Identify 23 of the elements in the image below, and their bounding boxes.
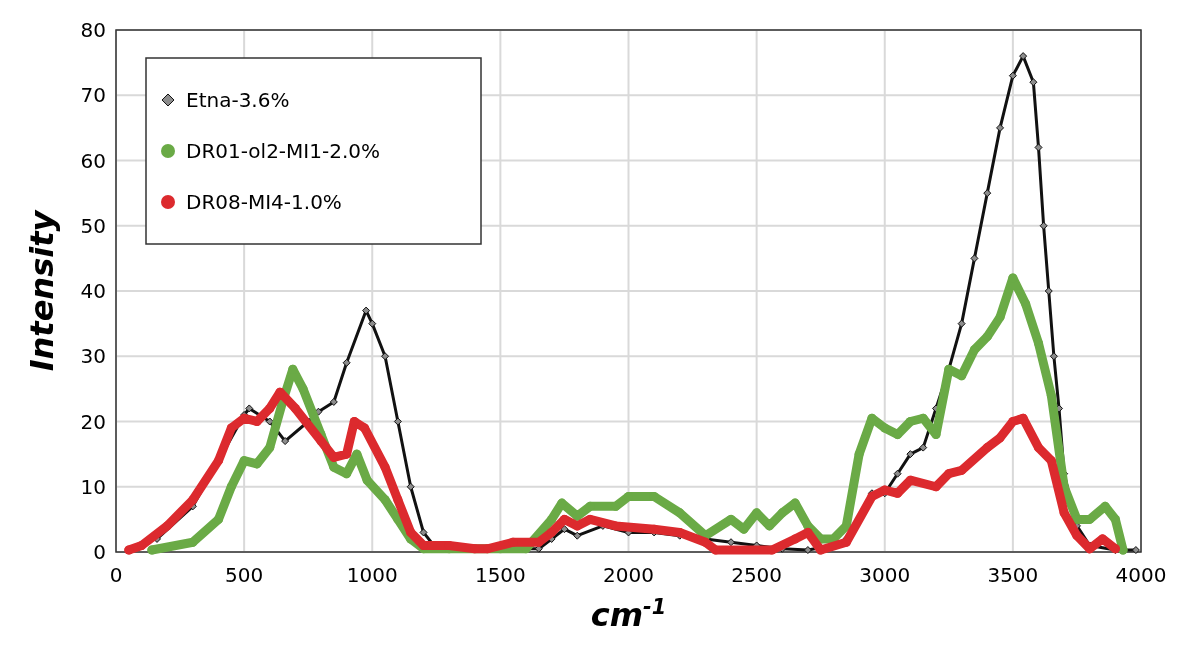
x-axis-title: cm$^{-1}$ xyxy=(590,595,667,634)
x-tick-label: 3000 xyxy=(859,563,911,587)
y-tick-label: 20 xyxy=(80,409,106,434)
x-tick-label: 2500 xyxy=(731,563,783,587)
y-tick-label: 0 xyxy=(93,540,106,564)
x-tick-label: 3500 xyxy=(987,563,1039,587)
x-tick-label: 500 xyxy=(225,563,264,587)
x-tick-label: 0 xyxy=(109,563,123,587)
y-tick-label: 40 xyxy=(80,279,106,303)
x-tick-label: 4000 xyxy=(1115,563,1167,587)
y-tick-label: 80 xyxy=(80,18,106,42)
legend-label: DR08-MI4-1.0% xyxy=(186,190,342,214)
legend-label: DR01-ol2-MI1-2.0% xyxy=(186,139,380,163)
x-tick-label: 1000 xyxy=(346,563,398,587)
y-axis-title: Intensity xyxy=(23,209,61,372)
y-tick-label: 10 xyxy=(80,474,106,499)
x-tick-label: 2000 xyxy=(603,563,654,587)
x-tick-label: 1500 xyxy=(474,563,526,587)
y-tick-label: 50 xyxy=(80,213,106,238)
legend-label: Etna-3.6% xyxy=(186,88,290,112)
y-tick-label: 60 xyxy=(80,148,106,173)
y-tick-label: 30 xyxy=(80,344,106,369)
y-tick-label: 70 xyxy=(80,83,106,108)
